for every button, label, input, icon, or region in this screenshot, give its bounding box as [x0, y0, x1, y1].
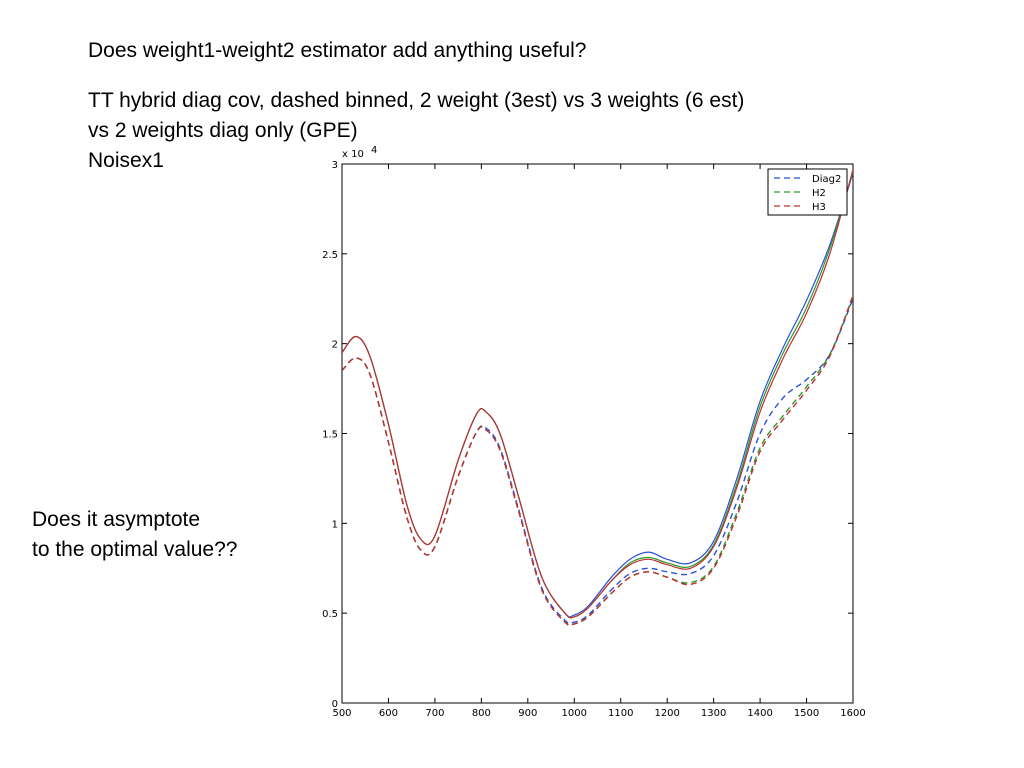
series-line-h3-solid: [342, 169, 853, 619]
x-tick-label-1400: 1400: [747, 708, 772, 719]
x-tick-label-1100: 1100: [608, 708, 633, 719]
y-tick-label-1: 0.5: [322, 609, 338, 620]
side-note-line-2: to the optimal value??: [32, 538, 238, 561]
side-note-line-1: Does it asymptote: [32, 508, 201, 531]
legend-label-diag2: Diag2: [812, 174, 841, 185]
y-tick-label-6: 3: [332, 160, 338, 171]
side-note: Does it asymptote to the optimal value??: [32, 505, 237, 565]
x-tick-label-1600: 1600: [840, 708, 865, 719]
y-tick-label-0: 0: [332, 699, 338, 710]
plot-area: [341, 163, 854, 704]
x-tick-label-1300: 1300: [701, 708, 726, 719]
y-multiplier-exponent: 4: [371, 145, 377, 156]
y-tick-label-5: 2.5: [322, 250, 338, 261]
x-tick-label-500: 500: [332, 708, 351, 719]
slide-description: TT hybrid diag cov, dashed binned, 2 wei…: [88, 86, 744, 176]
slide-question: Does weight1-weight2 estimator add anyth…: [88, 39, 587, 62]
description-line-2: vs 2 weights diag only (GPE): [88, 119, 358, 142]
description-line-3: Noisex1: [88, 149, 164, 172]
y-multiplier-label: x 10: [342, 149, 364, 160]
y-tick-label-3: 1.5: [322, 430, 338, 441]
legend-label-h2: H2: [812, 188, 826, 199]
series-line-diag2-dashed: [342, 298, 853, 625]
y-tick-label-2: 1: [332, 519, 338, 530]
description-line-1: TT hybrid diag cov, dashed binned, 2 wei…: [88, 89, 745, 112]
legend-label-h3: H3: [812, 202, 826, 213]
legend-box: [767, 168, 848, 216]
x-tick-label-700: 700: [425, 708, 444, 719]
x-tick-label-600: 600: [379, 708, 398, 719]
x-tick-label-1500: 1500: [794, 708, 819, 719]
series-line-h3-dashed: [342, 294, 853, 627]
x-tick-label-1200: 1200: [654, 708, 679, 719]
x-tick-label-1000: 1000: [562, 708, 587, 719]
x-tick-label-800: 800: [472, 708, 491, 719]
x-tick-label-900: 900: [518, 708, 537, 719]
y-tick-label-4: 2: [332, 340, 338, 351]
